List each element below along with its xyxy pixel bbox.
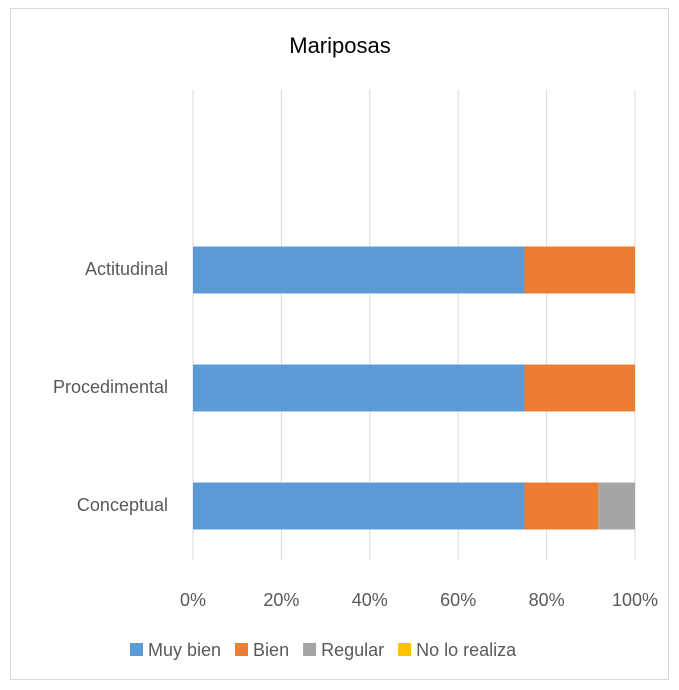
- bar-segment: [193, 482, 525, 530]
- legend-swatch: [235, 643, 249, 656]
- legend-label: Bien: [253, 640, 289, 660]
- x-tick-label: 80%: [529, 590, 565, 610]
- y-tick-label: Conceptual: [77, 495, 168, 515]
- chart-title: Mariposas: [289, 33, 390, 58]
- bar-segment: [524, 482, 599, 530]
- y-tick-label: Procedimental: [53, 377, 168, 397]
- bar-segment: [193, 246, 525, 294]
- legend-swatch: [303, 643, 317, 656]
- bar-segment: [193, 364, 525, 412]
- bar-segment: [598, 482, 635, 530]
- x-tick-label: 20%: [263, 590, 299, 610]
- bar-segment: [524, 246, 635, 294]
- legend-label: No lo realiza: [416, 640, 517, 660]
- legend-label: Regular: [321, 640, 384, 660]
- x-tick-label: 100%: [612, 590, 658, 610]
- x-tick-label: 40%: [352, 590, 388, 610]
- legend-label: Muy bien: [148, 640, 221, 660]
- y-tick-label: Actitudinal: [85, 259, 168, 279]
- x-tick-label: 60%: [440, 590, 476, 610]
- chart-border: [10, 8, 669, 680]
- legend-swatch: [398, 643, 412, 656]
- x-tick-label: 0%: [180, 590, 206, 610]
- legend-swatch: [130, 643, 143, 656]
- bar-segment: [524, 364, 635, 412]
